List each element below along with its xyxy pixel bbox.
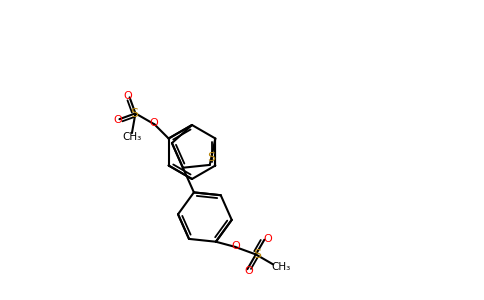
Text: CH₃: CH₃	[272, 262, 291, 272]
Text: O: O	[149, 118, 158, 128]
Text: S: S	[207, 152, 215, 164]
Text: S: S	[253, 248, 261, 261]
Text: O: O	[123, 92, 132, 101]
Text: O: O	[232, 241, 241, 251]
Text: O: O	[263, 234, 272, 244]
Text: CH₃: CH₃	[122, 132, 142, 142]
Text: O: O	[244, 266, 253, 276]
Text: O: O	[113, 115, 122, 125]
Text: S: S	[130, 107, 138, 120]
